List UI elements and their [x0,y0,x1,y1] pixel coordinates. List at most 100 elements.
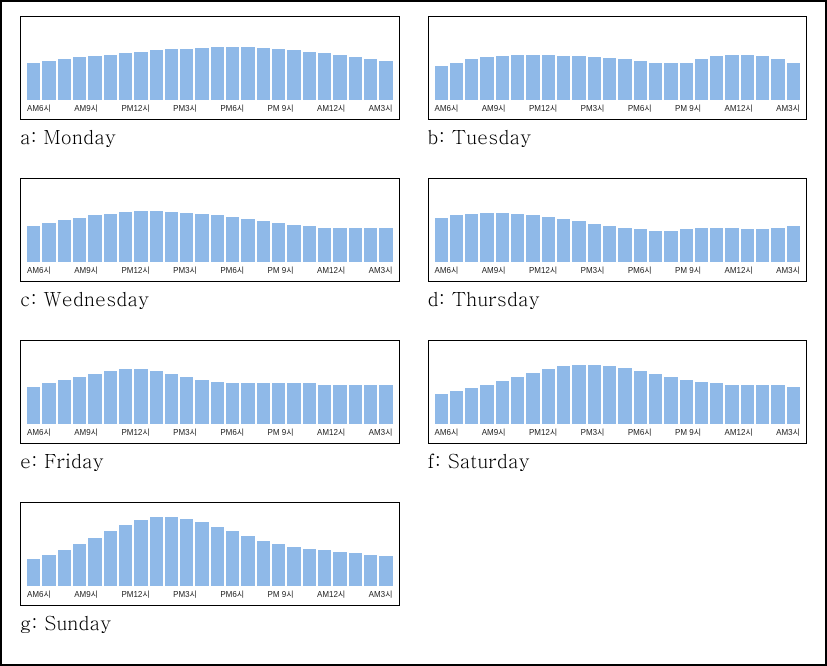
bar [287,50,300,100]
x-tick-label: AM9시 [482,103,506,114]
bar [27,559,40,586]
x-tick-label: PM6시 [220,427,244,438]
bar [526,55,539,100]
x-axis-c: AM6시AM9시PM12시PM3시PM6시PM 9시AM12시AM3시 [27,265,393,279]
bar [680,63,693,100]
bar [680,229,693,262]
x-tick-label: PM12시 [121,589,149,600]
x-tick-label: PM 9시 [268,103,294,114]
panel-e: AM6시AM9시PM12시PM3시PM6시PM 9시AM12시AM3시e: Fr… [20,340,400,488]
bar [58,380,71,424]
bar [318,550,331,586]
bar [104,531,117,586]
bar [771,228,784,262]
bar [465,214,478,262]
bar [333,385,346,424]
x-tick-label: PM12시 [529,265,557,276]
bars-c [27,184,393,262]
x-tick-label: AM12시 [317,265,345,276]
bar [88,56,101,100]
bar [73,57,86,100]
bar [165,49,178,100]
bar [771,59,784,100]
x-tick-label: AM6시 [27,589,51,600]
bar [241,219,254,262]
x-tick-label: AM3시 [369,589,393,600]
x-tick-label: AM6시 [435,103,459,114]
bar [272,223,285,262]
bar [435,218,448,262]
bar [695,59,708,100]
x-tick-label: PM6시 [628,427,652,438]
bar [618,368,631,424]
figure-frame: AM6시AM9시PM12시PM3시PM6시PM 9시AM12시AM3시a: Mo… [0,0,827,666]
x-tick-label: PM6시 [628,103,652,114]
bar [511,214,524,262]
bar [150,517,163,586]
panel-g: AM6시AM9시PM12시PM3시PM6시PM 9시AM12시AM3시g: Su… [20,502,400,650]
bar [257,383,270,424]
x-tick-label: PM3시 [173,589,197,600]
bar [195,522,208,586]
bar [741,229,754,262]
bar [27,387,40,424]
x-tick-label: PM3시 [173,265,197,276]
bars-f [435,346,801,424]
bar [364,228,377,262]
x-tick-label: AM12시 [725,265,753,276]
x-tick-label: PM6시 [628,265,652,276]
bar [150,50,163,100]
bar [435,66,448,100]
bar [226,531,239,586]
bar [649,231,662,262]
x-tick-label: AM9시 [74,103,98,114]
bar [542,217,555,262]
bar [241,47,254,100]
bar [287,383,300,424]
bar [73,218,86,262]
bar [42,555,55,586]
x-tick-label: AM12시 [725,103,753,114]
x-tick-label: AM6시 [435,427,459,438]
bar [465,59,478,100]
bar [104,214,117,262]
bar [150,211,163,262]
bar [618,59,631,100]
bars-e [27,346,393,424]
bar [379,385,392,424]
bar [349,385,362,424]
x-tick-label: AM12시 [317,427,345,438]
bar [349,228,362,262]
bar [649,374,662,424]
bar [88,374,101,424]
bar [496,56,509,100]
bar [165,374,178,424]
bar [272,49,285,100]
bar [480,57,493,100]
bar [27,226,40,262]
chart-box-g: AM6시AM9시PM12시PM3시PM6시PM 9시AM12시AM3시 [20,502,400,606]
bar [211,527,224,586]
bar [787,63,800,100]
bar [725,228,738,262]
chart-box-f: AM6시AM9시PM12시PM3시PM6시PM 9시AM12시AM3시 [428,340,808,444]
bar [318,385,331,424]
bar [226,383,239,424]
x-tick-label: AM9시 [74,589,98,600]
bar [88,215,101,262]
bar [303,52,316,100]
bar [379,228,392,262]
bar [104,371,117,424]
bar [557,56,570,100]
bar [756,56,769,100]
x-tick-label: AM9시 [482,427,506,438]
bar [725,385,738,424]
bar [496,213,509,262]
bar [649,63,662,100]
bar [73,377,86,424]
x-axis-a: AM6시AM9시PM12시PM3시PM6시PM 9시AM12시AM3시 [27,103,393,117]
x-axis-e: AM6시AM9시PM12시PM3시PM6시PM 9시AM12시AM3시 [27,427,393,441]
bar [450,63,463,100]
caption-b: b: Tuesday [428,126,808,149]
bar [526,373,539,424]
